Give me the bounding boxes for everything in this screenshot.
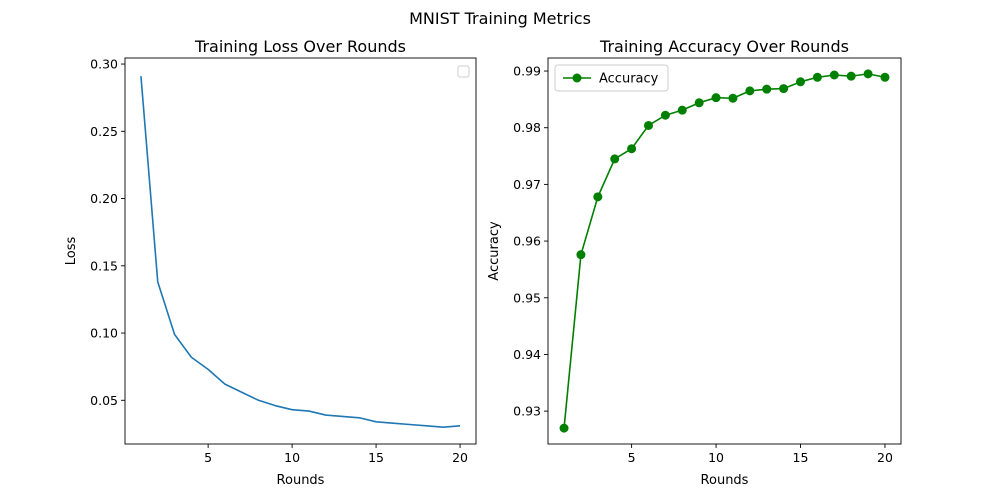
accuracy-data-point <box>610 154 620 164</box>
accuracy-x-tick-label: 20 <box>877 450 893 465</box>
loss-y-tick-label: 0.10 <box>90 326 118 341</box>
accuracy-data-point <box>728 93 738 103</box>
accuracy-x-tick-label: 15 <box>793 450 809 465</box>
loss-y-tick-label: 0.25 <box>90 124 118 139</box>
accuracy-data-point <box>627 144 637 154</box>
accuracy-y-axis-label: Accuracy <box>487 221 502 281</box>
accuracy-data-point <box>863 69 873 79</box>
accuracy-legend: Accuracy <box>554 64 669 92</box>
accuracy-x-axis-label: Rounds <box>701 473 749 488</box>
loss-x-axis-label: Rounds <box>277 473 325 488</box>
loss-y-tick-label: 0.30 <box>90 57 118 72</box>
loss-y-tick-label: 0.15 <box>90 258 118 273</box>
accuracy-data-point <box>762 84 772 94</box>
accuracy-data-point <box>745 86 755 96</box>
accuracy-legend-label: Accuracy <box>599 72 659 87</box>
accuracy-y-tick-label: 0.94 <box>513 347 541 362</box>
loss-legend <box>457 65 470 78</box>
accuracy-data-point <box>880 72 890 82</box>
accuracy-legend-box <box>554 64 669 92</box>
accuracy-series-line <box>563 73 886 429</box>
accuracy-data-point <box>576 250 586 260</box>
loss-y-tick-label: 0.20 <box>90 191 118 206</box>
loss-x-tick-label: 20 <box>452 450 468 465</box>
accuracy-y-tick-label: 0.98 <box>513 120 541 135</box>
accuracy-data-point <box>779 84 789 94</box>
loss-y-tick-label: 0.05 <box>90 393 118 408</box>
loss-title: Training Loss Over Rounds <box>194 37 406 56</box>
accuracy-title: Training Accuracy Over Rounds <box>599 37 849 56</box>
loss-y-axis-label: Loss <box>64 237 79 266</box>
accuracy-data-point <box>711 93 721 103</box>
accuracy-data-point <box>796 77 806 87</box>
accuracy-data-point <box>829 70 839 80</box>
accuracy-y-tick-label: 0.99 <box>513 64 541 79</box>
accuracy-data-point <box>694 98 704 108</box>
accuracy-y-tick-label: 0.93 <box>513 404 541 419</box>
loss-legend-box <box>457 65 470 78</box>
accuracy-legend-marker <box>572 73 582 83</box>
accuracy-plot: Training Accuracy Over Rounds 5 10 15 20 0.93… <box>487 37 902 488</box>
accuracy-data-point <box>846 71 856 81</box>
loss-plot: Training Loss Over Rounds 5 10 15 20 0.05 0.10… <box>64 37 477 488</box>
loss-axes-frame <box>124 57 477 445</box>
accuracy-x-tick-label: 10 <box>708 450 724 465</box>
accuracy-data-point <box>559 423 569 433</box>
accuracy-y-tick-label: 0.97 <box>513 177 541 192</box>
accuracy-axes-frame <box>547 57 902 445</box>
figure-title: MNIST Training Metrics <box>409 9 591 28</box>
accuracy-x-tick-label: 5 <box>628 450 636 465</box>
accuracy-data-point <box>643 120 653 130</box>
loss-x-tick-label: 5 <box>204 450 212 465</box>
loss-x-tick-label: 15 <box>368 450 384 465</box>
accuracy-y-tick-label: 0.95 <box>513 290 541 305</box>
accuracy-data-point <box>593 192 603 202</box>
loss-x-tick-label: 10 <box>284 450 300 465</box>
accuracy-y-tick-label: 0.96 <box>513 234 541 249</box>
loss-series-line <box>140 76 461 428</box>
accuracy-data-point <box>660 110 670 120</box>
accuracy-data-point <box>677 105 687 115</box>
accuracy-data-point <box>812 72 822 82</box>
